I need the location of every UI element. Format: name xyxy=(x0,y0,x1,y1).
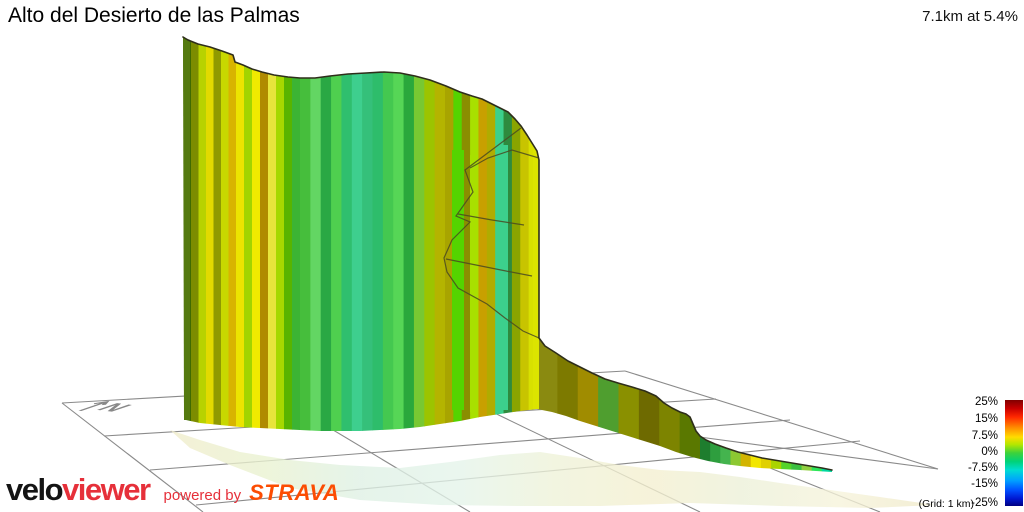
page-title: Alto del Desierto de las Palmas xyxy=(8,4,300,27)
legend-label: -7.5% xyxy=(967,462,998,474)
legend-gradient-bar xyxy=(1005,400,1023,506)
legend-label: 15% xyxy=(974,413,998,425)
summit-edge xyxy=(183,37,190,420)
powered-by-label: powered by xyxy=(163,487,242,504)
veloviewer-logo[interactable]: veloviewer xyxy=(6,472,151,508)
strava-logo[interactable]: STRAVA xyxy=(249,480,340,505)
wall-outline xyxy=(182,36,833,471)
grid-scale-note: (Grid: 1 km) xyxy=(918,498,974,510)
legend-label: 0% xyxy=(981,446,998,458)
logo-viewer-text: viewer xyxy=(62,472,151,507)
legend-label: -25% xyxy=(971,497,998,509)
logo-velo-text: velo xyxy=(6,472,64,507)
switchback-lines xyxy=(443,127,540,339)
north-arrow-icon xyxy=(78,400,110,411)
legend-label: 25% xyxy=(974,396,998,408)
legend-label: 7.5% xyxy=(971,430,998,442)
climb-stats: 7.1km at 5.4% xyxy=(922,8,1018,25)
ground-skirt xyxy=(170,430,935,508)
footer-branding: veloviewer powered by STRAVA xyxy=(6,472,339,508)
legend-label: -15% xyxy=(971,478,998,490)
